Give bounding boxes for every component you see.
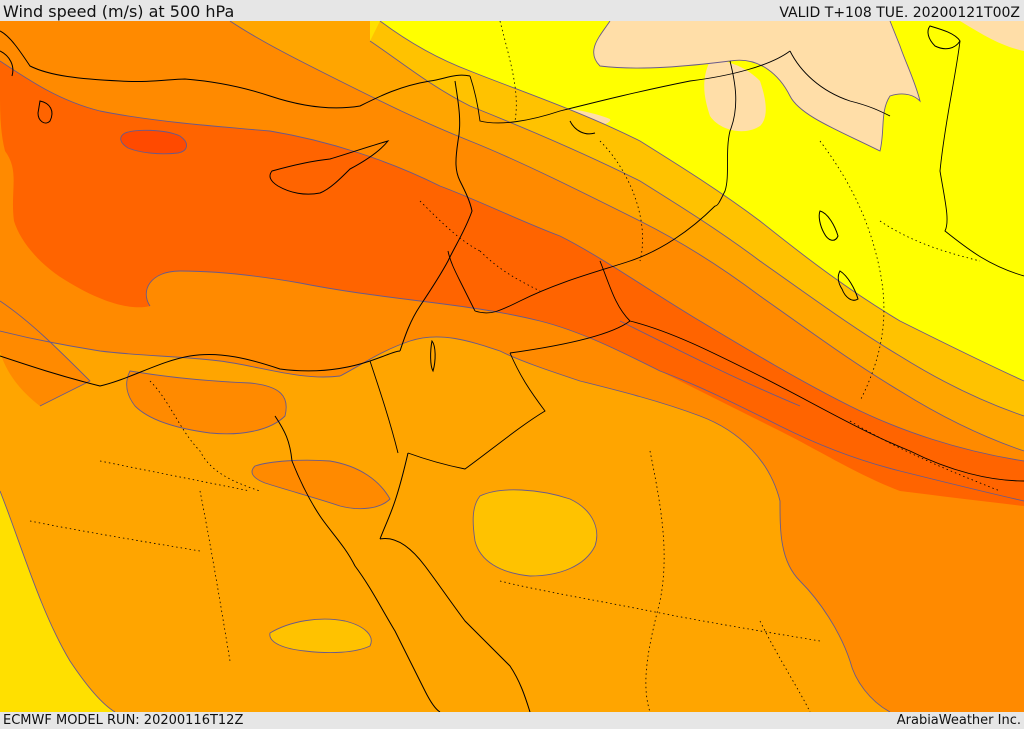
- band-3-patch-south: [269, 619, 372, 653]
- model-run-label: ECMWF MODEL RUN: 20200116T12Z: [3, 713, 244, 728]
- band-3-diagonal: [370, 21, 1024, 416]
- band-3-patch-arabia: [473, 489, 597, 576]
- map-footer: ECMWF MODEL RUN: 20200116T12Z ArabiaWeat…: [0, 712, 1024, 729]
- wind-speed-map: [0, 21, 1024, 712]
- band-7-core: [120, 130, 187, 154]
- band-6-jet-core: [0, 61, 1024, 501]
- map-header: Wind speed (m/s) at 500 hPa VALID T+108 …: [0, 0, 1024, 21]
- borders: [369, 40, 1024, 482]
- band-6-east: [620, 321, 1024, 506]
- band-5-sinai-lobe: [252, 460, 390, 509]
- band-5-west-lobe: [0, 301, 90, 406]
- peach-patch-north: [593, 21, 920, 151]
- peach-corner: [960, 21, 1024, 51]
- band-5-delta: [126, 371, 287, 434]
- band-southwest: [0, 491, 115, 712]
- map-title: Wind speed (m/s) at 500 hPa: [3, 2, 235, 21]
- map-canvas: [0, 21, 1024, 712]
- isotach-lines: [0, 21, 1024, 712]
- province-lines: [29, 21, 1001, 712]
- valid-time: VALID T+108 TUE. 20200121T00Z: [779, 5, 1020, 21]
- peach-patch-small: [704, 60, 766, 132]
- credit-label: ArabiaWeather Inc.: [896, 713, 1021, 728]
